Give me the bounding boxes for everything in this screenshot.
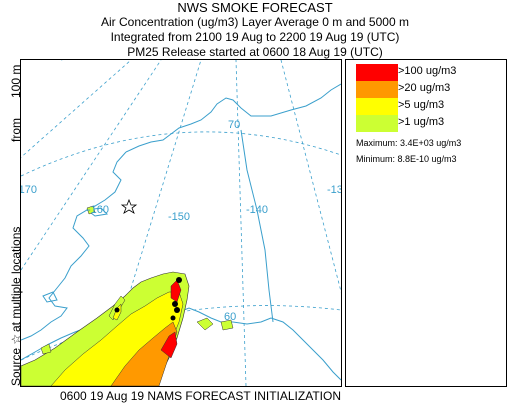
- alaska-west-coast: [21, 151, 127, 341]
- maximum-value: Maximum: 3.4E+03 ug/m3: [356, 138, 462, 148]
- smoke-plume: [21, 205, 234, 386]
- source-marker: [170, 315, 176, 321]
- plume-contour-100b: [170, 279, 182, 303]
- map-canvas: 70 60 -170 -160 -150 -140 -130: [21, 60, 341, 386]
- plume-contour-100: [160, 331, 178, 359]
- source-markers: [114, 277, 182, 321]
- source-marker: [114, 307, 120, 313]
- lon-label-130: -130: [327, 184, 341, 196]
- alaska-north-coast: [125, 83, 341, 153]
- source-marker: [174, 307, 180, 313]
- canada-border: [240, 129, 274, 323]
- legend-label: >5 ug/m3: [398, 99, 445, 111]
- legend-swatch: [356, 81, 398, 98]
- longitude-line-160: [21, 60, 162, 271]
- minimum-value: Minimum: 8.8E-10 ug/m3: [356, 154, 457, 164]
- integration-period: Integrated from 2100 19 Aug to 2200 19 A…: [110, 30, 400, 44]
- title-block: NWS SMOKE FORECAST Air Concentration (ug…: [20, 0, 490, 60]
- longitude-line-130: [280, 60, 341, 294]
- legend-item-20: >20 ug/m3: [356, 81, 496, 98]
- map-title: NWS SMOKE FORECAST: [177, 0, 333, 15]
- latitude-line-70: [21, 131, 341, 177]
- forecast-initialization: 0600 19 Aug 19 NAMS FORECAST INITIALIZAT…: [60, 389, 341, 403]
- plume-contour-20: [110, 321, 178, 386]
- plume-spot-3: [196, 317, 214, 331]
- legend-swatch: [356, 98, 398, 115]
- source-marker: [176, 277, 182, 283]
- coastline: [21, 83, 341, 381]
- longitude-line-170: [21, 60, 132, 158]
- legend: >100 ug/m3 >20 ug/m3 >5 ug/m3 >1 ug/m3 M…: [345, 59, 507, 387]
- legend-swatch: [356, 64, 398, 81]
- graticule: [21, 60, 341, 386]
- legend-label: >1 ug/m3: [398, 116, 445, 128]
- longitude-line-140: [235, 60, 247, 386]
- legend-item-100: >100 ug/m3: [356, 64, 496, 81]
- lon-label-140: -140: [246, 204, 268, 216]
- release-start: PM25 Release started at 0600 18 Aug 19 (…: [127, 45, 383, 59]
- legend-label: >100 ug/m3: [398, 65, 457, 77]
- plume-spot-4: [220, 319, 234, 331]
- nunivak-island: [42, 291, 58, 303]
- lon-label-150: -150: [168, 211, 190, 223]
- lat-label-70: 70: [228, 119, 240, 131]
- st-lawrence-island: [85, 207, 109, 217]
- source-side-label: Source ☆ at multiple locations from 100 …: [0, 60, 23, 390]
- legend-swatch: [356, 115, 398, 132]
- lon-label-160: -160: [87, 204, 109, 216]
- concentration-subtitle: Air Concentration (ug/m3) Layer Average …: [101, 15, 409, 29]
- lon-label-170: -170: [21, 184, 37, 196]
- legend-item-1: >1 ug/m3: [356, 115, 496, 132]
- smoke-map: 70 60 -170 -160 -150 -140 -130: [20, 59, 342, 387]
- lat-label-60: 60: [224, 311, 236, 323]
- source-marker: [172, 301, 178, 307]
- plume-spot-1: [86, 205, 96, 215]
- source-star-icon: [120, 198, 138, 214]
- legend-item-5: >5 ug/m3: [356, 98, 496, 115]
- panhandle-coast: [270, 317, 341, 381]
- legend-label: >20 ug/m3: [398, 82, 451, 94]
- plume-spot-2: [40, 343, 52, 355]
